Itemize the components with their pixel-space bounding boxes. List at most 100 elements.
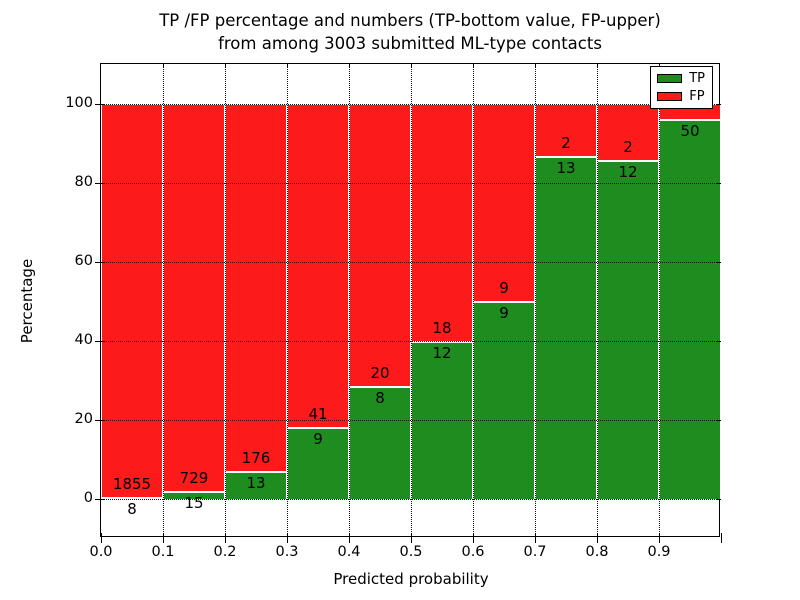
bar-fp-count-label: 2 — [623, 137, 633, 156]
y-axis-tick — [101, 182, 105, 184]
bar-tp-count-label: 13 — [246, 474, 266, 493]
x-axis-tick — [411, 538, 412, 543]
legend-label-fp: FP — [689, 89, 705, 104]
bar-tp-segment — [474, 301, 534, 499]
y-axis-tick — [95, 261, 100, 263]
bar-fp-segment — [350, 103, 410, 386]
y-axis-tick — [101, 261, 105, 263]
x-axis-tick-top — [597, 64, 598, 68]
bar-bin-0.2 — [225, 103, 287, 499]
x-axis-tick-top — [349, 64, 350, 68]
x-axis-tick — [101, 538, 102, 543]
y-axis-tick — [95, 498, 100, 500]
bar-fp-count-label: 41 — [308, 405, 328, 424]
x-axis-tick — [163, 533, 164, 538]
x-axis-tick — [659, 533, 660, 538]
bar-tp-count-label: 9 — [313, 430, 323, 449]
bar-fp-segment — [164, 103, 224, 491]
x-axis-tick-top — [535, 64, 536, 68]
bar-fp-count-label: 20 — [370, 363, 390, 382]
bar-fp-count-label: 176 — [241, 449, 271, 468]
x-axis-tick — [535, 533, 536, 538]
x-axis-tick — [721, 538, 722, 543]
bar-tp-count-label: 15 — [184, 493, 204, 512]
y-axis-tick-right — [716, 498, 721, 500]
x-axis-tick — [659, 538, 660, 543]
chart-title-line1: TP /FP percentage and numbers (TP-bottom… — [159, 11, 661, 30]
x-axis-tick — [225, 538, 226, 543]
y-axis-tick-right — [716, 103, 721, 105]
bar-fp-segment — [102, 103, 162, 497]
y-axis-tick — [95, 182, 100, 184]
legend-swatch-fp — [657, 92, 683, 101]
bar-tp-segment — [102, 496, 162, 499]
x-axis-tick-top — [473, 64, 474, 68]
y-axis-tick-right — [716, 340, 721, 342]
y-axis-tick — [95, 340, 100, 342]
bar-fp-segment — [474, 103, 534, 301]
y-tick-label: 0 — [83, 489, 93, 506]
bar-tp-count-label: 12 — [432, 343, 452, 362]
bar-fp-segment — [412, 103, 472, 341]
bar-tp-segment — [226, 471, 286, 499]
bar-tp-count-label: 8 — [127, 499, 137, 518]
y-axis-tick-right — [716, 261, 721, 263]
x-axis-tick — [597, 533, 598, 538]
bar-tp-count-label: 9 — [499, 304, 509, 322]
x-axis-tick-top — [163, 64, 164, 68]
y-axis-label: Percentage — [18, 258, 36, 344]
legend-entry-tp: TP — [657, 71, 705, 86]
bar-fp-count-label: 2 — [561, 134, 571, 153]
axis-ticks-layer: 0.0 0.1 0.2 0.3 0.4 0.5 0.6 0.7 0.8 0.9 0 20 40 60 80 1… — [65, 64, 722, 560]
y-axis-tick-right — [716, 182, 721, 184]
bar-fp-segment — [536, 103, 596, 157]
bar-tp-count-label: 13 — [556, 159, 576, 178]
legend-entry-fp: FP — [657, 89, 705, 104]
x-axis-tick-top — [287, 64, 288, 68]
y-tick-label: 40 — [74, 331, 93, 348]
bar-fp-segment — [288, 103, 348, 428]
x-axis-tick-top — [411, 64, 412, 68]
legend: TP FP — [650, 66, 713, 109]
y-axis-tick-right — [716, 419, 721, 421]
x-axis-tick — [349, 538, 350, 543]
bar-tp-count-label: 8 — [375, 388, 385, 407]
chart-title-line2: from among 3003 submitted ML-type contac… — [218, 34, 602, 53]
bar-fp-segment — [226, 103, 286, 472]
x-tick-label: 0.8 — [585, 544, 609, 560]
x-axis-tick — [225, 533, 226, 538]
bar-fp-count-label: 9 — [499, 279, 509, 297]
bar-bin-0.8 — [597, 103, 659, 499]
bar-tp-segment — [536, 156, 596, 499]
x-tick-label: 0.9 — [647, 544, 671, 560]
x-tick-label: 0.5 — [399, 544, 423, 560]
legend-label-tp: TP — [689, 71, 705, 86]
x-axis-label: Predicted probability — [333, 570, 489, 588]
x-tick-label: 0.0 — [89, 544, 113, 560]
x-axis-tick — [597, 538, 598, 543]
x-axis-tick — [349, 533, 350, 538]
bar-tp-segment — [288, 427, 348, 499]
y-tick-label: 100 — [65, 94, 93, 111]
x-axis-tick — [535, 538, 536, 543]
legend-swatch-tp — [657, 74, 683, 83]
bar-tp-count-label: 50 — [680, 121, 700, 140]
y-axis-tick — [101, 498, 105, 500]
x-axis-tick — [411, 533, 412, 538]
x-tick-label: 0.3 — [275, 544, 299, 560]
y-tick-label: 60 — [74, 252, 93, 269]
x-axis-tick — [101, 533, 102, 538]
x-tick-label: 0.4 — [337, 544, 361, 560]
bar-tp-segment — [598, 159, 658, 499]
x-tick-label: 0.2 — [213, 544, 237, 560]
y-axis-tick — [95, 419, 100, 421]
y-axis-tick — [101, 103, 105, 105]
x-axis-tick — [473, 538, 474, 543]
x-axis-tick — [287, 533, 288, 538]
bar-bin-0.7 — [535, 103, 597, 499]
x-axis-tick — [473, 533, 474, 538]
bar-count-labels-layer: 1855 8 729 15 176 13 41 9 20 8 18 12 9 9 2 13 2 12 50 — [101, 64, 719, 536]
x-axis-tick — [287, 538, 288, 543]
x-tick-label: 0.7 — [523, 544, 547, 560]
